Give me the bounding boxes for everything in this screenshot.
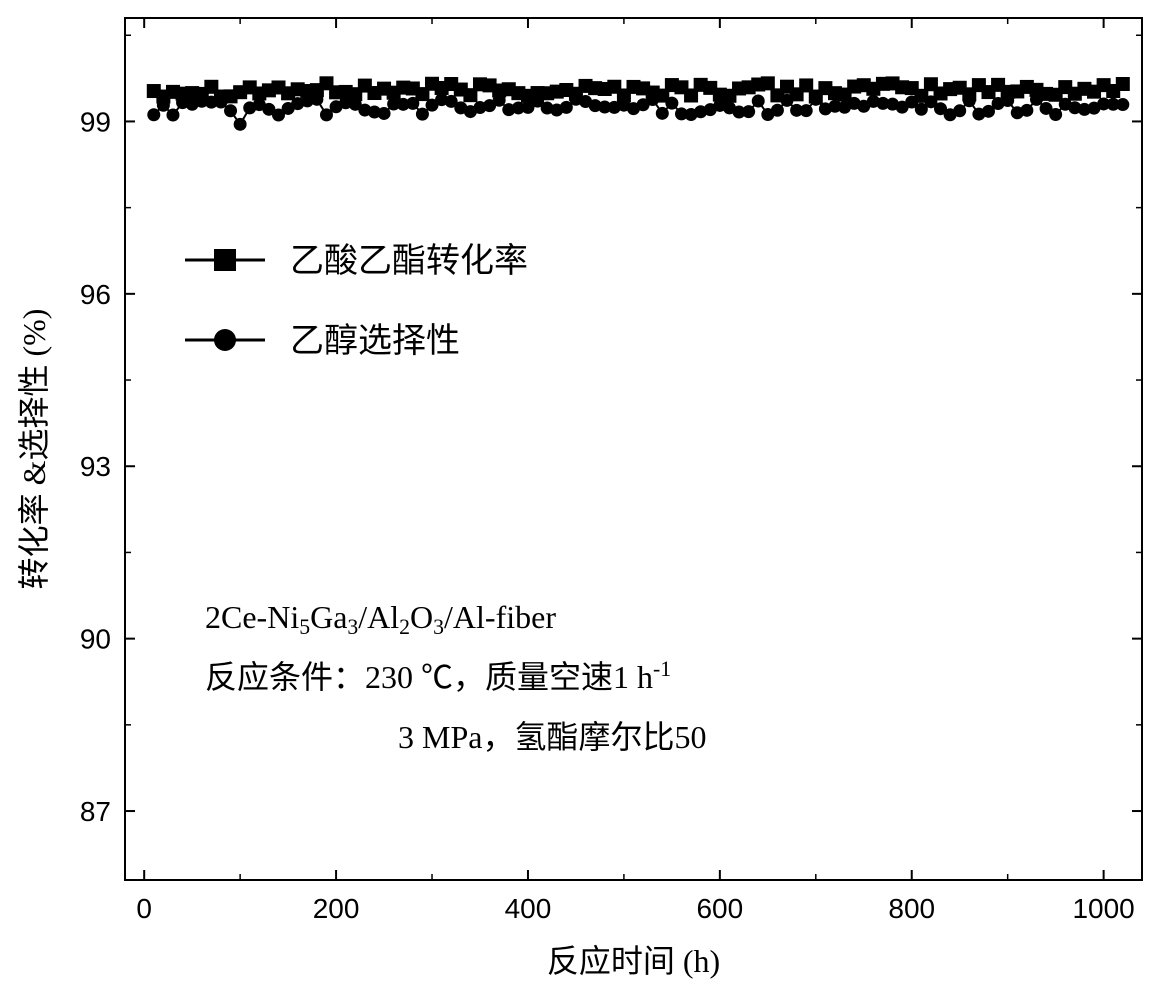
y-tick-label: 87 xyxy=(80,796,111,827)
series-marker-selectivity xyxy=(656,107,669,120)
series-marker-selectivity xyxy=(147,108,160,121)
legend-marker-circle xyxy=(214,329,236,351)
x-tick-label: 800 xyxy=(888,893,935,924)
y-tick-label: 96 xyxy=(80,279,111,310)
series-marker-selectivity xyxy=(771,104,784,117)
x-tick-label: 0 xyxy=(136,893,152,924)
series-marker-selectivity xyxy=(781,94,794,107)
series-marker-selectivity xyxy=(224,104,237,117)
y-axis-label: 转化率 &选择性 (%) xyxy=(16,309,52,590)
series-marker-selectivity xyxy=(493,94,506,107)
chart-svg: 0 200 400 600 800 1000 87 90 93 96 99 反应时间 (h) 转化率 &… xyxy=(0,0,1173,1005)
series-marker-selectivity xyxy=(378,107,391,120)
annotation-0: 2Ce-Ni5Ga3/Al2O3/Al-fiber xyxy=(205,599,556,639)
series-marker-selectivity xyxy=(214,96,227,109)
y-tick-label: 90 xyxy=(80,624,111,655)
series-marker-selectivity xyxy=(166,108,179,121)
chart-bg xyxy=(0,0,1173,1005)
y-tick-label: 99 xyxy=(80,106,111,137)
y-tick-label: 93 xyxy=(80,451,111,482)
series-marker-conversion xyxy=(761,76,775,90)
series-marker-selectivity xyxy=(1116,98,1129,111)
legend-label: 乙醇选择性 xyxy=(290,322,460,360)
series-marker-selectivity xyxy=(752,95,765,108)
series-marker-selectivity xyxy=(953,104,966,117)
x-tick-label: 1000 xyxy=(1072,893,1134,924)
series-marker-selectivity xyxy=(234,118,247,131)
series-marker-selectivity xyxy=(157,99,170,112)
series-marker-selectivity xyxy=(416,108,429,121)
x-axis-label: 反应时间 (h) xyxy=(547,943,720,979)
series-marker-selectivity xyxy=(963,94,976,107)
series-marker-selectivity xyxy=(406,97,419,110)
series-marker-selectivity xyxy=(665,97,678,110)
series-marker-selectivity xyxy=(809,93,822,106)
x-tick-label: 400 xyxy=(505,893,552,924)
series-marker-selectivity xyxy=(1030,93,1043,106)
series-marker-selectivity xyxy=(310,93,323,106)
series-marker-selectivity xyxy=(800,104,813,117)
annotation-2: 3 MPa，氢酯摩尔比50 xyxy=(398,719,706,755)
x-tick-label: 200 xyxy=(313,893,360,924)
series-marker-selectivity xyxy=(1020,104,1033,117)
legend-label: 乙酸乙酯转化率 xyxy=(290,242,528,280)
series-marker-conversion xyxy=(1116,77,1130,91)
legend-marker-square xyxy=(214,249,236,271)
series-marker-selectivity xyxy=(742,105,755,118)
series-marker-selectivity xyxy=(1001,94,1014,107)
x-tick-label: 600 xyxy=(696,893,743,924)
annotation-1: 反应条件：230 ℃，质量空速1 h-1 xyxy=(205,657,671,695)
chart-figure: 0 200 400 600 800 1000 87 90 93 96 99 反应时间 (h) 转化率 &… xyxy=(0,0,1173,1005)
series-marker-selectivity xyxy=(1049,108,1062,121)
series-marker-selectivity xyxy=(646,93,659,106)
